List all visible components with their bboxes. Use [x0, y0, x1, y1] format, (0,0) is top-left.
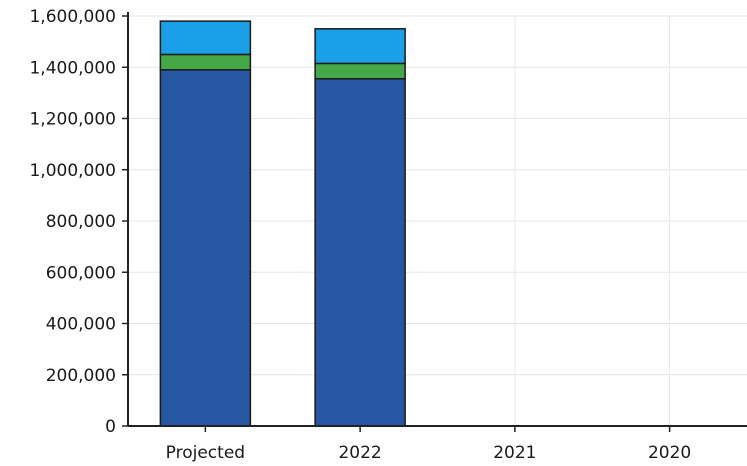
- y-tick-label: 1,400,000: [29, 58, 116, 78]
- x-tick-label: 2020: [648, 443, 691, 463]
- bar-segment: [314, 78, 406, 427]
- y-tick-label: 800,000: [46, 212, 116, 232]
- axis-layer: [122, 12, 747, 432]
- y-tick-label: 1,000,000: [29, 161, 116, 181]
- bar-segment: [159, 69, 252, 427]
- bars-layer: [159, 20, 406, 427]
- y-tick-label: 0: [105, 417, 116, 437]
- y-tick-label: 200,000: [46, 366, 116, 386]
- bar-segment: [314, 28, 406, 65]
- y-tick-label: 400,000: [46, 315, 116, 335]
- y-tick-label: 1,600,000: [29, 7, 116, 27]
- bar-segment: [314, 62, 406, 80]
- x-tick-label: 2022: [338, 443, 381, 463]
- x-tick-label: 2021: [493, 443, 536, 463]
- y-tick-label: 1,200,000: [29, 110, 116, 130]
- label-layer: 0 200,000 400,000 600,000 800,000 1,000,000 1,…: [29, 7, 691, 463]
- y-tick-label: 600,000: [46, 263, 116, 283]
- bar-segment: [159, 20, 252, 56]
- x-tick-label: Projected: [166, 443, 245, 463]
- bar-segment: [159, 53, 252, 71]
